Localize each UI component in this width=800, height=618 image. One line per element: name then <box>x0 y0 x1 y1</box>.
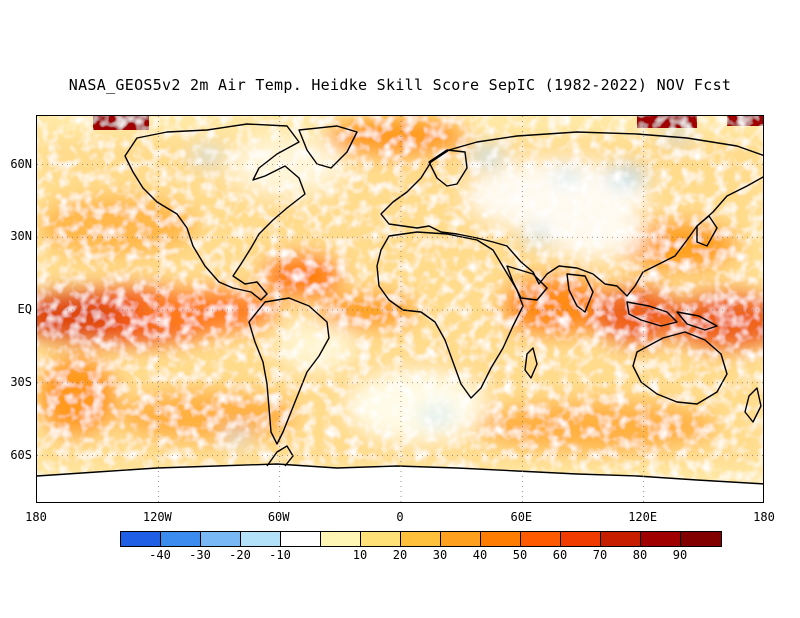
colorbar-tick-label: 70 <box>592 548 608 562</box>
colorbar-tick-label: 30 <box>432 548 448 562</box>
longitude-label: 60W <box>267 510 290 524</box>
colorbar-tick-label: 90 <box>672 548 688 562</box>
colorbar-swatch <box>561 532 601 546</box>
colorbar-tick-label: 80 <box>632 548 648 562</box>
longitude-label: 120W <box>142 510 172 524</box>
colorbar-tick-label: 60 <box>552 548 568 562</box>
skill-score-field <box>37 116 763 502</box>
latitude-label: 60S <box>10 447 32 462</box>
latitude-label: 60N <box>10 156 32 171</box>
longitude-label: 180 <box>25 510 47 524</box>
colorbar-tick-label: 10 <box>352 548 368 562</box>
colorbar-swatch <box>281 532 321 546</box>
colorbar-swatch <box>441 532 481 546</box>
colorbar-tick-label: 40 <box>472 548 488 562</box>
colorbar-swatch <box>361 532 401 546</box>
longitude-label: 180 <box>753 510 775 524</box>
coastlines <box>37 123 763 485</box>
longitude-label: 0 <box>396 510 404 524</box>
map-canvas <box>37 116 763 502</box>
colorbar-tick-label: -40 <box>149 548 171 562</box>
latitude-label: 30S <box>10 374 32 389</box>
colorbar-swatch <box>681 532 721 546</box>
colorbar-swatch <box>401 532 441 546</box>
colorbar-swatch <box>241 532 281 546</box>
colorbar-swatch <box>121 532 161 546</box>
colorbar-swatch <box>201 532 241 546</box>
colorbar-tick-label: 20 <box>392 548 408 562</box>
colorbar-swatch <box>161 532 201 546</box>
colorbar-swatch <box>641 532 681 546</box>
colorbar-tick-label: -20 <box>229 548 251 562</box>
longitude-label: 60E <box>510 510 533 524</box>
latitude-label: 30N <box>10 229 32 244</box>
longitude-label: 120E <box>628 510 658 524</box>
colorbar-swatch <box>321 532 361 546</box>
colorbar-swatch <box>521 532 561 546</box>
colorbar-tick-label: 50 <box>512 548 528 562</box>
colorbar-swatch <box>481 532 521 546</box>
colorbar-tick-label: -10 <box>269 548 291 562</box>
colorbar-tick-label: -30 <box>189 548 211 562</box>
skill-score-map <box>36 115 764 503</box>
map-title: NASA_GEOS5v2 2m Air Temp. Heidke Skill S… <box>68 76 732 94</box>
colorbar <box>120 531 722 547</box>
colorbar-swatch <box>601 532 641 546</box>
latitude-label: EQ <box>17 302 32 316</box>
